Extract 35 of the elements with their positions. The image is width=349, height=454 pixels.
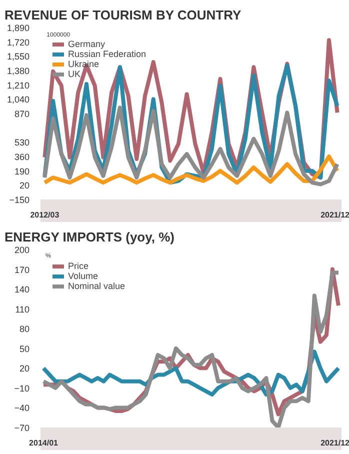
y-tick-label: 360 xyxy=(14,152,30,162)
y-tick-label: 1,550 xyxy=(6,52,30,62)
x-tick-label: 2012/03 xyxy=(30,210,60,220)
y-tick-label: 20 xyxy=(19,180,30,191)
y-tick-label: 870 xyxy=(14,109,30,119)
legend-label: Price xyxy=(68,261,89,271)
y-tick-label: 20 xyxy=(19,364,30,374)
y-tick-label: −150 xyxy=(9,195,30,205)
y-tick-label: 1,040 xyxy=(6,94,30,105)
y-tick-label: −40 xyxy=(14,403,30,414)
y-tick-label: 1,210 xyxy=(6,80,30,90)
y-tick-label: 530 xyxy=(14,138,30,148)
legend-label: Volume xyxy=(68,271,98,281)
y-tick-label: 80 xyxy=(19,324,30,334)
y-tick-label: 140 xyxy=(14,284,30,295)
legend-label: Nominal value xyxy=(68,281,126,291)
chart-title: REVENUE OF TOURISM BY COUNTRY xyxy=(4,8,242,22)
y-tick-label: 1,890 xyxy=(6,23,30,33)
chart-title: ENERGY IMPORTS (yoy, %) xyxy=(4,230,174,244)
legend-label: Ukraine xyxy=(68,59,100,69)
y-tick-label: 1,380 xyxy=(6,66,30,76)
legend-label: Germany xyxy=(68,39,106,49)
y-tick-label: −70 xyxy=(14,423,30,433)
y-tick-label: 1,720 xyxy=(6,37,30,48)
y-tick-label: 110 xyxy=(15,304,30,314)
y-tick-label: 200 xyxy=(14,245,30,255)
x-tick-label: 2014/01 xyxy=(29,438,59,448)
y-tick-label: 50 xyxy=(19,344,30,354)
legend-label: Russian Federation xyxy=(68,49,146,59)
y-tick-label: −10 xyxy=(14,383,30,394)
x-tick-label: 2021/12 xyxy=(320,210,349,220)
y-tick-label: 190 xyxy=(14,166,30,176)
y-tick-label: 170 xyxy=(14,264,30,275)
x-tick-label: 2021/12 xyxy=(320,438,349,448)
legend-label: UK xyxy=(68,69,82,79)
